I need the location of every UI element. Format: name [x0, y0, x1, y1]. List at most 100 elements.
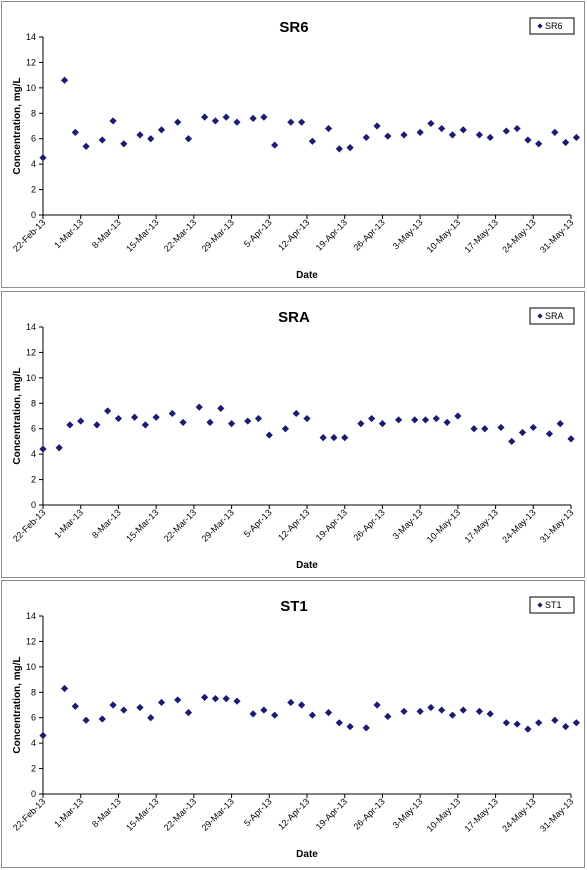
x-tick-label: 17-May-13: [462, 217, 499, 254]
y-tick-label: 6: [31, 713, 36, 723]
x-tick-label: 1-Mar-13: [52, 507, 85, 540]
x-tick-label: 26-Apr-13: [351, 217, 386, 252]
data-point: [319, 434, 327, 442]
y-axis-label: Concentration, mg/L: [12, 367, 23, 464]
x-tick-label: 31-May-13: [538, 217, 575, 254]
data-point: [60, 76, 69, 84]
data-point: [513, 720, 521, 728]
x-tick-label: 5-Apr-13: [242, 796, 274, 828]
x-tick-label: 15-Mar-13: [124, 217, 160, 253]
data-point: [195, 403, 203, 411]
data-point: [141, 421, 149, 429]
data-point: [260, 706, 268, 714]
data-point: [556, 420, 564, 428]
data-point: [459, 126, 467, 134]
data-point: [244, 417, 252, 425]
data-point: [448, 711, 457, 719]
data-point: [184, 709, 193, 717]
data-point: [157, 698, 166, 707]
y-tick-label: 14: [26, 32, 36, 42]
x-tick-label: 17-May-13: [462, 507, 499, 544]
data-point: [486, 133, 494, 142]
x-tick-label: 15-Mar-13: [124, 507, 160, 543]
data-point: [518, 428, 527, 437]
data-point: [535, 719, 543, 727]
data-point: [77, 417, 85, 425]
legend-label: SR6: [545, 21, 563, 31]
chart-title: ST1: [280, 598, 308, 615]
data-point: [109, 701, 117, 709]
data-point: [454, 412, 462, 420]
y-tick-label: 12: [26, 57, 36, 67]
data-point: [384, 712, 392, 721]
data-point: [551, 716, 559, 724]
data-point: [39, 154, 47, 162]
y-tick-label: 2: [31, 475, 36, 485]
x-tick-label: 3-May-13: [391, 217, 425, 251]
y-tick-label: 0: [31, 789, 36, 799]
y-tick-label: 0: [31, 500, 36, 510]
data-point: [438, 706, 446, 714]
data-point: [481, 425, 489, 433]
y-tick-label: 12: [26, 347, 36, 357]
y-tick-label: 4: [31, 738, 36, 748]
data-point: [486, 710, 494, 718]
x-tick-label: 19-Apr-13: [314, 796, 349, 831]
legend-box: [529, 17, 575, 35]
x-tick-label: 22-Feb-13: [11, 507, 47, 543]
y-tick-label: 14: [26, 611, 36, 621]
data-point: [427, 703, 435, 712]
x-tick-label: 17-May-13: [462, 796, 499, 833]
data-point: [260, 113, 268, 121]
data-point: [147, 135, 155, 143]
x-axis-label: Date: [296, 270, 318, 281]
data-point: [362, 133, 370, 142]
y-tick-label: 12: [26, 636, 36, 646]
data-point: [217, 404, 225, 412]
x-tick-label: 10-May-13: [425, 507, 462, 544]
x-tick-label: 26-Apr-13: [351, 796, 386, 831]
y-tick-label: 14: [26, 322, 36, 332]
data-point: [130, 413, 139, 421]
x-axis-label: Date: [296, 560, 318, 571]
data-point: [281, 425, 290, 433]
data-point: [233, 697, 241, 705]
legend-label: SRA: [545, 311, 564, 321]
data-point: [475, 707, 484, 715]
data-point: [384, 132, 392, 140]
data-point: [341, 434, 349, 442]
data-point: [572, 719, 580, 727]
data-point: [562, 723, 570, 731]
data-point: [174, 118, 182, 126]
data-point: [114, 414, 123, 423]
data-point: [120, 706, 128, 714]
data-point: [335, 145, 343, 153]
data-point: [308, 711, 316, 719]
data-point: [211, 117, 220, 125]
y-tick-label: 6: [31, 134, 36, 144]
data-point: [308, 137, 316, 145]
data-point: [136, 131, 144, 139]
x-tick-label: 24-May-13: [500, 507, 537, 544]
data-point: [233, 118, 241, 126]
data-point: [411, 416, 419, 424]
data-point: [265, 431, 273, 439]
data-point: [357, 420, 365, 428]
x-tick-label: 22-Feb-13: [11, 217, 47, 253]
x-tick-label: 24-May-13: [500, 796, 537, 833]
data-point: [378, 420, 387, 428]
x-tick-label: 3-May-13: [391, 507, 425, 541]
data-point: [120, 140, 128, 148]
data-point: [529, 423, 537, 432]
data-point: [211, 695, 220, 703]
y-tick-label: 8: [31, 398, 36, 408]
data-point: [448, 131, 457, 139]
y-tick-label: 8: [31, 108, 36, 118]
data-point: [373, 701, 381, 709]
data-point: [416, 128, 424, 136]
data-point: [567, 435, 575, 443]
x-tick-label: 5-Apr-13: [242, 217, 274, 249]
data-point: [184, 135, 193, 143]
x-tick-label: 29-Mar-13: [200, 507, 236, 543]
